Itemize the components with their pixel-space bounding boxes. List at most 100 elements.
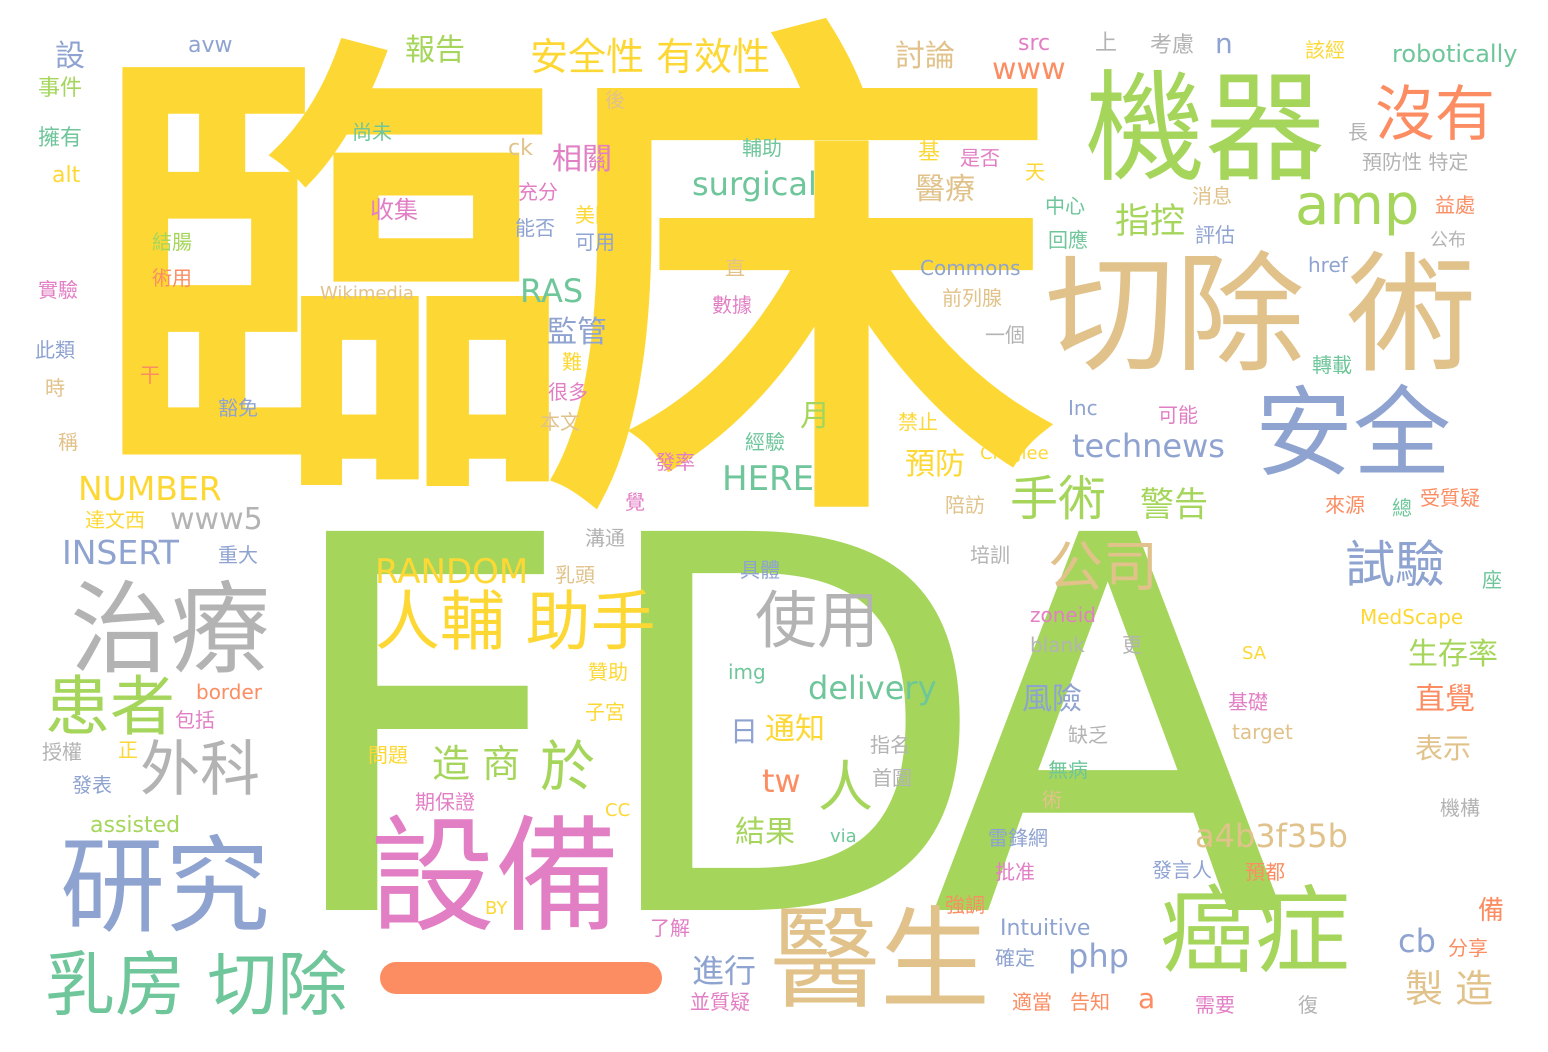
cloud-word: 該經 xyxy=(1305,38,1345,62)
cloud-word: 干 xyxy=(140,363,160,387)
cloud-word: 雷鋒網 xyxy=(988,826,1048,850)
cloud-word: 豁免 xyxy=(218,396,258,420)
cloud-word: href xyxy=(1308,253,1348,277)
cloud-word: 沒有 xyxy=(1375,80,1495,150)
cloud-word: D xyxy=(590,427,991,1033)
cloud-word: 上 xyxy=(1095,31,1118,56)
cloud-word: 術 xyxy=(1042,788,1062,812)
cloud-word: 分享 xyxy=(1448,936,1488,960)
cloud-word: 表示 xyxy=(1415,732,1472,765)
cloud-word: surgical xyxy=(692,165,817,203)
cloud-word: 重大 xyxy=(218,543,258,567)
cloud-word: 結果 xyxy=(735,815,795,850)
cloud-word: 患者 xyxy=(45,670,176,745)
cloud-word: technews xyxy=(1072,427,1225,465)
cloud-word: 了解 xyxy=(650,916,690,940)
cloud-word: 時 xyxy=(45,376,65,400)
cloud-word: 座 xyxy=(1482,568,1502,592)
cloud-word: 復 xyxy=(1298,993,1318,1017)
cloud-word: 造 商 xyxy=(432,742,521,786)
cloud-word: www xyxy=(992,52,1066,87)
cloud-word: 實驗 xyxy=(38,278,78,302)
cloud-word: 並質疑 xyxy=(690,990,750,1014)
cloud-word: 乳房 切除 xyxy=(45,944,348,1026)
cloud-word: 可用 xyxy=(575,230,615,254)
cloud-word: 癌症 xyxy=(1160,877,1351,987)
cloud-word: 發率 xyxy=(655,450,695,474)
cloud-word: 缺乏 xyxy=(1068,723,1108,747)
cloud-word: 安全 xyxy=(1255,377,1452,491)
cloud-word: 風險 xyxy=(1022,682,1082,717)
cloud-word: 很多 xyxy=(548,380,588,404)
cloud-word: 告知 xyxy=(1070,990,1110,1014)
cloud-word: Intuitive xyxy=(1000,916,1091,941)
cloud-word: a xyxy=(1138,982,1156,1015)
cloud-word: 公司 xyxy=(1048,535,1159,599)
cloud-word: 轉載 xyxy=(1312,353,1352,377)
cloud-word: HERE xyxy=(722,459,815,499)
cloud-word: 數據 xyxy=(712,293,752,317)
cloud-word: 確定 xyxy=(995,946,1035,970)
cloud-word: 醫療 xyxy=(915,172,975,207)
cloud-word: 來源 xyxy=(1325,493,1365,517)
cloud-word: php xyxy=(1068,937,1129,975)
cloud-word: www5 xyxy=(170,502,263,537)
dash-glyph xyxy=(380,962,662,994)
cloud-word: 外科 xyxy=(140,735,260,805)
cloud-word: 本文 xyxy=(540,410,580,434)
cloud-word: 中心 xyxy=(1045,194,1085,218)
cloud-word: 預防 xyxy=(905,447,965,482)
cloud-word: amp xyxy=(1295,173,1420,238)
cloud-word: 公布 xyxy=(1430,230,1466,251)
cloud-word: 天 xyxy=(1025,160,1045,184)
cloud-word: F xyxy=(275,427,575,1033)
cloud-word: 期保證 xyxy=(415,790,475,814)
cloud-word: 考慮 xyxy=(1150,33,1195,58)
cloud-word: 更 xyxy=(1122,633,1142,657)
cloud-word: 輔助 xyxy=(742,136,782,160)
cloud-word: 後 xyxy=(605,88,625,112)
cloud-word: 子宮 xyxy=(585,700,625,724)
cloud-word: 可能 xyxy=(1158,403,1198,427)
cloud-word: 總 xyxy=(1392,496,1412,520)
cloud-word: alt xyxy=(52,163,81,188)
cloud-word: 無病 xyxy=(1048,758,1088,782)
cloud-word: 預都 xyxy=(1245,860,1285,884)
cloud-word: RANDOM xyxy=(375,552,529,592)
cloud-word: 通知 xyxy=(765,712,825,747)
cloud-word: 結腸 xyxy=(152,230,192,254)
cloud-word: 基礎 xyxy=(1228,690,1268,714)
cloud-word: 監管 xyxy=(547,315,607,350)
cloud-word: 達文西 xyxy=(85,508,145,532)
cloud-word: 警告 xyxy=(1140,485,1208,525)
cloud-word: 進行 xyxy=(692,952,757,990)
cloud-word: src xyxy=(1018,31,1051,56)
cloud-word: 術用 xyxy=(152,266,192,290)
cloud-word: 禁止 xyxy=(898,410,938,434)
cloud-word: A xyxy=(930,427,1286,1033)
cloud-word: 問題 xyxy=(368,743,408,767)
cloud-word: 適當 xyxy=(1012,990,1052,1014)
cloud-word: 基 xyxy=(918,140,941,165)
cloud-word: NUMBER xyxy=(78,469,222,508)
cloud-word: 發表 xyxy=(72,773,112,797)
cloud-word: 醫生 xyxy=(770,896,990,1024)
cloud-word: Inc xyxy=(1068,396,1098,420)
cloud-word: 臨 xyxy=(95,6,565,553)
cloud-word: 治療 xyxy=(70,571,270,688)
cloud-word: 於 xyxy=(540,735,596,799)
cloud-word: 經驗 xyxy=(745,430,785,454)
cloud-word: 需要 xyxy=(1195,993,1235,1017)
cloud-word: 收集 xyxy=(370,196,418,224)
cloud-word: 難 xyxy=(562,350,582,374)
cloud-word: 溝通 xyxy=(585,526,625,550)
cloud-word: 包括 xyxy=(175,708,215,732)
cloud-word: 手術 xyxy=(1010,471,1107,527)
cloud-word: 一個 xyxy=(985,323,1025,347)
cloud-word: 正 xyxy=(118,738,138,762)
cloud-word: 機器 xyxy=(1085,60,1325,199)
cloud-word: MedScape xyxy=(1360,605,1464,629)
cloud-word: 批准 xyxy=(995,860,1035,884)
cloud-word: 陪訪 xyxy=(945,493,985,517)
